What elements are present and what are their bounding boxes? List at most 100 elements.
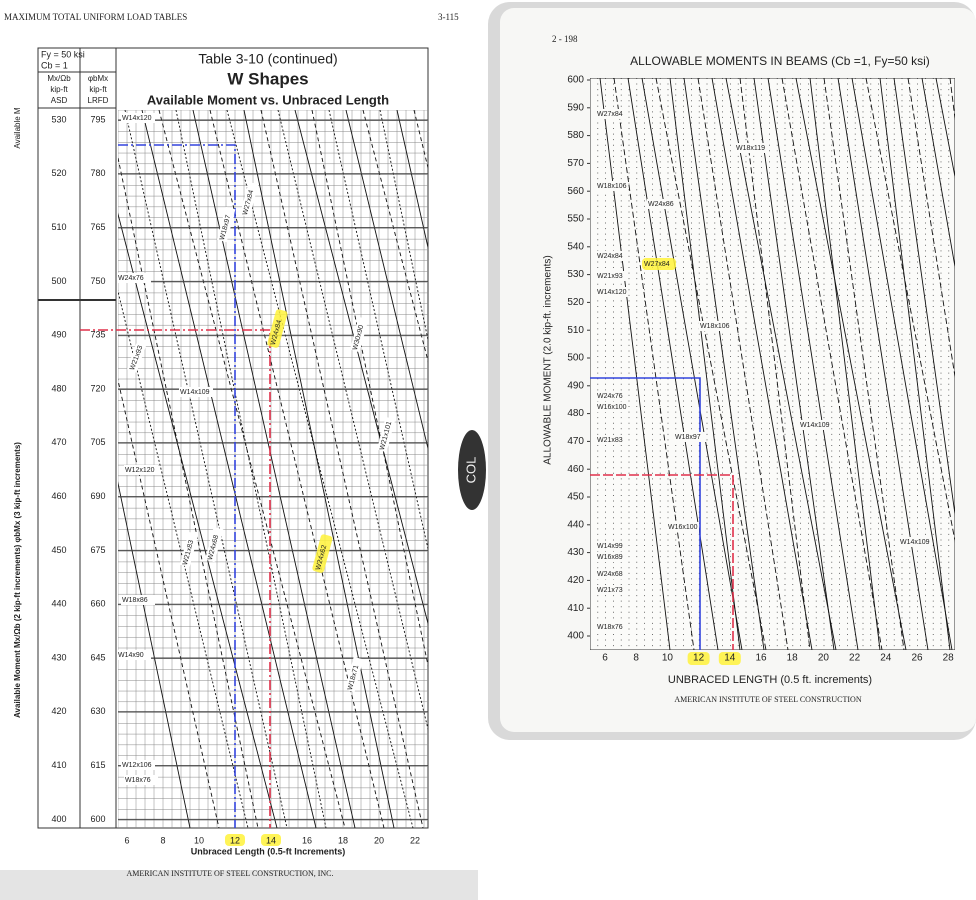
asd-tick-label: 400 xyxy=(51,814,66,824)
y-axis-label: Available Moment Mx/Ωb (2 kip-ft increme… xyxy=(13,442,22,718)
spec: Fy = 50 ksi xyxy=(41,49,85,59)
y-tick-label: 430 xyxy=(567,547,584,558)
asd-tick-label: 470 xyxy=(51,437,66,447)
shape-label-group: W14x120 xyxy=(121,113,155,123)
shape-label-group: W12x106 xyxy=(121,760,155,770)
shape-label: W18x106 xyxy=(700,323,730,330)
shape-label-group: W14x90 xyxy=(117,650,151,660)
asd-tick-label: 440 xyxy=(51,599,66,609)
shape-label: W18x76 xyxy=(125,777,151,784)
lrfd-tick-label: 660 xyxy=(90,599,105,609)
x-tick-label: 6 xyxy=(124,835,129,845)
y-tick-label: 520 xyxy=(567,297,584,308)
x-tick-label: 10 xyxy=(194,835,204,845)
asd-tick-label: 450 xyxy=(51,545,66,555)
asd-tick-label: 510 xyxy=(51,222,66,232)
y-tick-label: 470 xyxy=(567,436,584,447)
heading: Available Moment vs. Unbraced Length xyxy=(147,92,389,107)
asd-tick-label: 530 xyxy=(51,114,66,124)
lrfd-tick-label: 780 xyxy=(90,168,105,178)
y-tick-label: 570 xyxy=(567,158,584,169)
shape-label: W27x84 xyxy=(644,261,670,268)
shape-label: W16x89 xyxy=(597,554,623,561)
lrfd-tick-label: 600 xyxy=(90,814,105,824)
shape-label-group: W12x120 xyxy=(124,465,158,475)
shape-label: W14x99 xyxy=(597,543,623,550)
shape-label: W16x100 xyxy=(668,524,698,531)
x-tick-label: 12 xyxy=(230,835,240,845)
shape-label: W18x97 xyxy=(675,434,701,441)
side-tab-text: COL xyxy=(463,457,478,484)
y-tick-label: 580 xyxy=(567,130,584,141)
x-tick-label: 10 xyxy=(662,653,674,664)
shape-label: W18x106 xyxy=(597,183,627,190)
shape-label: W14x120 xyxy=(597,289,627,296)
column-unit: kip-ft xyxy=(89,85,107,94)
asd-tick-label: 430 xyxy=(51,652,66,662)
subtitle: W Shapes xyxy=(227,69,308,88)
shape-label: W16x100 xyxy=(597,404,627,411)
x-tick-label: 24 xyxy=(880,653,892,664)
shape-label: W24x76 xyxy=(597,393,623,400)
page-number: 2 - 198 xyxy=(552,34,578,44)
lrfd-tick-label: 645 xyxy=(90,652,105,662)
shape-label: W24x86 xyxy=(648,201,674,208)
shape-label: W24x68 xyxy=(597,571,623,578)
x-axis-label: Unbraced Length (0.5-ft Increments) xyxy=(191,846,346,856)
shape-label: W27x84 xyxy=(597,111,623,118)
x-tick-label: 6 xyxy=(602,653,608,664)
y-tick-label: 560 xyxy=(567,186,584,197)
lrfd-tick-label: 750 xyxy=(90,276,105,286)
footer: AMERICAN INSTITUTE OF STEEL CONSTRUCTION xyxy=(674,695,861,704)
scan: COL MAXIMUM TOTAL UNIFORM LOAD TABLES 3-… xyxy=(0,0,976,900)
y-tick-label: 450 xyxy=(567,492,584,503)
x-tick-label: 26 xyxy=(911,653,923,664)
shape-label: W18x76 xyxy=(597,624,623,631)
asd-tick-label: 480 xyxy=(51,383,66,393)
y-tick-label: 410 xyxy=(567,603,584,614)
asd-tick-label: 490 xyxy=(51,330,66,340)
shape-label: W24x84 xyxy=(597,253,623,260)
y-tick-label: 590 xyxy=(567,102,584,113)
shape-label: W24x76 xyxy=(118,275,144,282)
shape-label: W21x83 xyxy=(597,437,623,444)
x-tick-label: 18 xyxy=(787,653,799,664)
title: Table 3-10 (continued) xyxy=(198,51,337,67)
y-tick-label: 440 xyxy=(567,519,584,530)
x-tick-label: 16 xyxy=(302,835,312,845)
y-tick-label: 480 xyxy=(567,408,584,419)
lrfd-tick-label: 690 xyxy=(90,491,105,501)
right-grid xyxy=(590,78,976,650)
shape-label: W14x109 xyxy=(900,539,930,546)
shape-label: W12x106 xyxy=(122,762,152,769)
x-tick-label: 8 xyxy=(633,653,639,664)
asd-tick-label: 420 xyxy=(51,706,66,716)
x-tick-label: 18 xyxy=(338,835,348,845)
x-tick-label: 22 xyxy=(410,835,420,845)
x-tick-label: 20 xyxy=(374,835,384,845)
column-method: LRFD xyxy=(88,96,109,105)
asd-tick-label: 500 xyxy=(51,276,66,286)
column-method: ASD xyxy=(51,96,68,105)
lrfd-tick-label: 765 xyxy=(90,222,105,232)
shape-label: W18x119 xyxy=(736,145,765,152)
shape-label-group: W24x76 xyxy=(117,273,151,283)
x-tick-label: 20 xyxy=(818,653,830,664)
y-tick-label: 550 xyxy=(567,214,584,225)
shape-label: W14x120 xyxy=(122,115,152,122)
shape-label: W21x93 xyxy=(597,273,623,280)
column-symbol: Mx/Ωb xyxy=(47,74,71,83)
lrfd-tick-label: 720 xyxy=(90,383,105,393)
y-tick-label: 490 xyxy=(567,380,584,391)
x-tick-label: 14 xyxy=(266,835,276,845)
shape-label: W14x90 xyxy=(118,652,144,659)
spec: Cb = 1 xyxy=(41,60,68,70)
column-unit: kip-ft xyxy=(50,85,68,94)
y-axis-label: ALLOWABLE MOMENT (2.0 kip-ft. increments… xyxy=(543,255,554,465)
header: MAXIMUM TOTAL UNIFORM LOAD TABLES xyxy=(4,12,187,22)
x-tick-label: 12 xyxy=(693,653,705,664)
y-tick-label: 500 xyxy=(567,353,584,364)
x-tick-label: 28 xyxy=(943,653,955,664)
y-tick-label: 600 xyxy=(567,75,584,86)
plot-area xyxy=(590,78,955,650)
